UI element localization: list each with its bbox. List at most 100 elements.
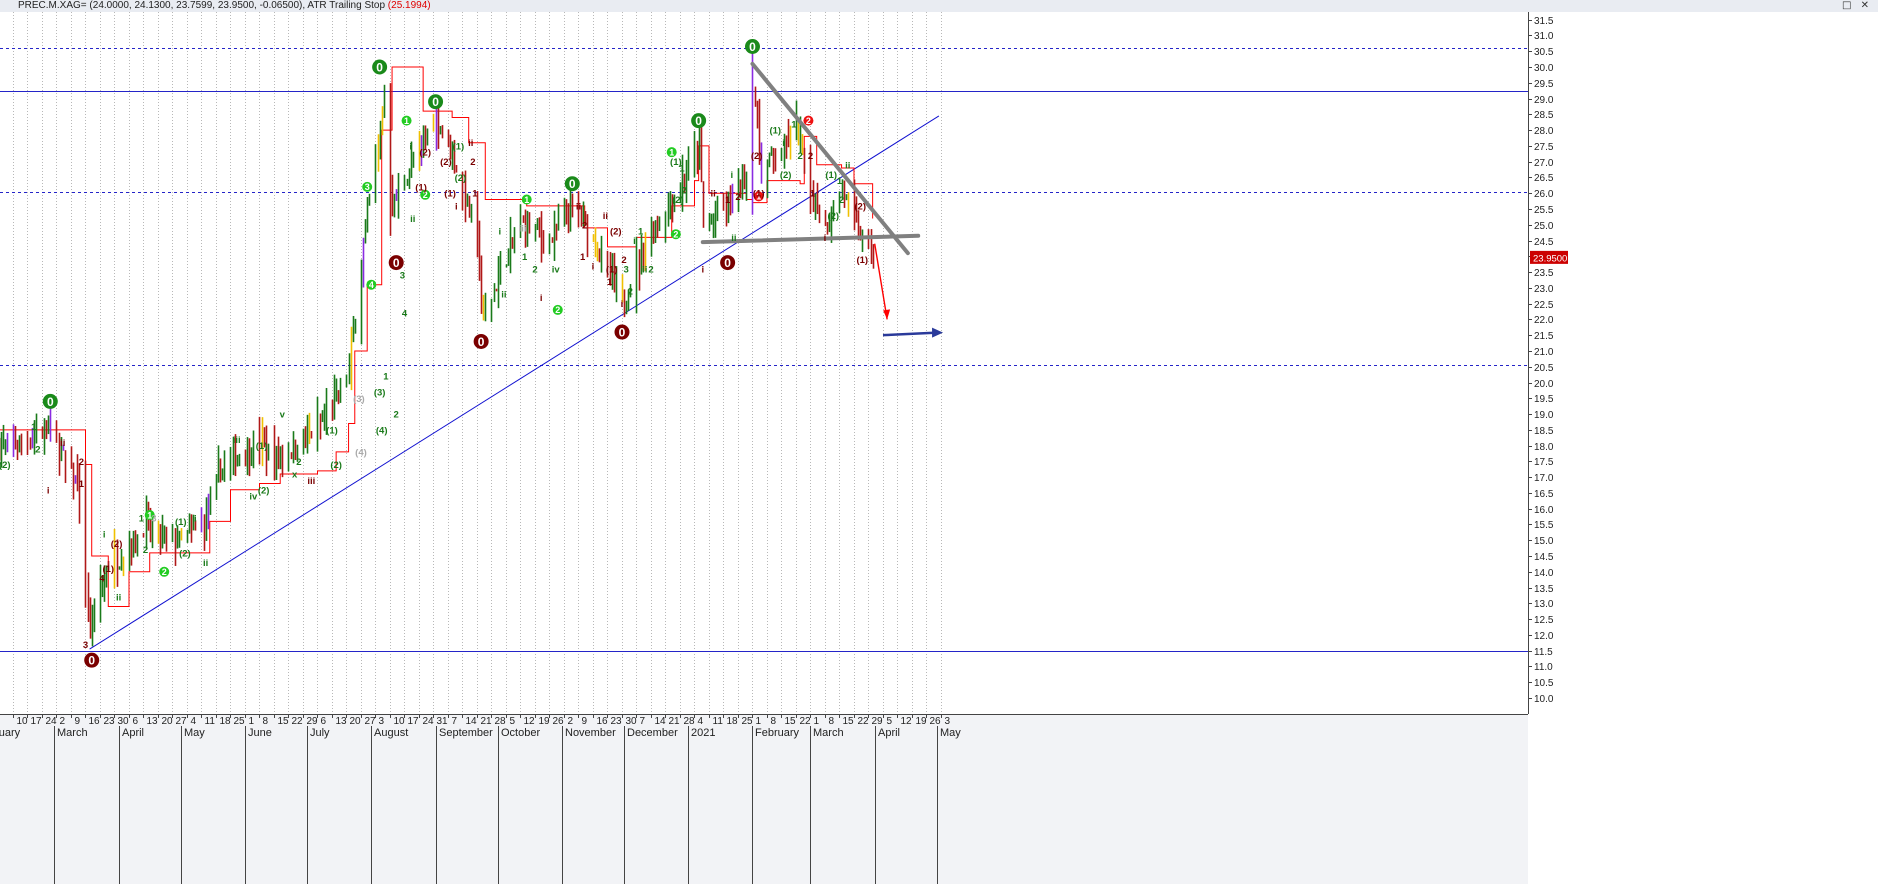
- projection-arrowhead-down: [883, 309, 891, 320]
- x-tick-label: 9: [582, 716, 588, 727]
- wave-label: ii: [468, 138, 473, 149]
- wave-label: i: [47, 485, 50, 496]
- indicator-value: (25.1994): [387, 0, 431, 11]
- x-tick-label: 26: [930, 716, 942, 727]
- current-price-box: [1530, 250, 1568, 264]
- price-chart[interactable]: 10 17 24 2 9 16 23 30 6 13 20 27 4 11 18 25 1 8 15 22 29 6 13 2…: [0, 12, 1878, 884]
- wave-label: (4): [376, 425, 388, 436]
- month-label: March: [57, 727, 88, 739]
- window-buttons[interactable]: □ ✕: [1841, 0, 1872, 11]
- wave-label: (2): [672, 195, 684, 206]
- x-tick-label: 17: [31, 716, 43, 727]
- wave-label: ii: [60, 438, 65, 449]
- y-tick-label: 20.5: [1534, 363, 1554, 374]
- y-tick-label: 19.0: [1534, 410, 1554, 421]
- month-label: December: [627, 727, 678, 739]
- wave-label: 0: [393, 256, 400, 270]
- wave-label: 0: [432, 95, 439, 109]
- x-tick-label: 15: [785, 716, 797, 727]
- wave-label: (2): [455, 173, 467, 184]
- x-tick-label: 25: [742, 716, 754, 727]
- x-tick-label: 6: [133, 716, 139, 727]
- x-tick-label: 20: [350, 716, 362, 727]
- x-tick-label: 7: [640, 716, 646, 727]
- wave-label: (1): [856, 255, 868, 266]
- wave-label: 3: [623, 264, 628, 275]
- x-tick-label: 22: [292, 716, 304, 727]
- x-tick-label: 7: [452, 716, 458, 727]
- y-tick-label: 13.0: [1534, 599, 1554, 610]
- y-tick-label: 15.5: [1534, 520, 1554, 531]
- x-tick-label: 16: [597, 716, 609, 727]
- wave-label: (1): [102, 564, 114, 575]
- x-tick-label: 25: [234, 716, 246, 727]
- x-tick-label: 12: [901, 716, 913, 727]
- wave-label: 1: [383, 372, 389, 383]
- y-tick-label: 28.5: [1534, 110, 1554, 121]
- x-tick-label: 22: [858, 716, 870, 727]
- wave-dot-marker: [521, 194, 532, 205]
- y-tick-label: 10.0: [1534, 694, 1554, 705]
- wave-dot-marker: [670, 229, 681, 240]
- wave-label: 4: [402, 309, 408, 320]
- target-arrowhead: [932, 327, 944, 338]
- y-tick-label: 20.0: [1534, 379, 1554, 390]
- x-tick-label: 20: [162, 716, 174, 727]
- wave-label: 2: [532, 264, 537, 275]
- wave-label: (2): [610, 227, 622, 238]
- month-label: 2021: [691, 727, 715, 739]
- wave-label: 1: [791, 119, 797, 130]
- wave-label: i: [782, 138, 785, 149]
- x-tick-label: 21: [669, 716, 681, 727]
- wave-label: 2: [470, 157, 475, 168]
- wave-dot-marker: [366, 279, 377, 290]
- wave-label: ii: [576, 201, 581, 212]
- wave-label: i: [621, 299, 624, 310]
- wave-circle-marker: [388, 255, 404, 271]
- wave-label: (1): [769, 126, 781, 137]
- wave-label: 2: [806, 116, 811, 126]
- y-tick-label: 18.0: [1534, 442, 1554, 453]
- current-price-label: 23.9500: [1533, 253, 1567, 264]
- wave-label: (3): [353, 394, 365, 405]
- y-tick-label: 19.5: [1534, 394, 1554, 405]
- y-tick-label: 30.0: [1534, 63, 1554, 74]
- x-tick-label: 19: [539, 716, 551, 727]
- wave-label: 1: [31, 422, 37, 433]
- y-tick-label: 12.5: [1534, 615, 1554, 626]
- x-tick-label: 27: [365, 716, 377, 727]
- projection-arrow-down: [874, 243, 888, 320]
- wave-label: ii: [603, 211, 608, 222]
- wave-label: 0: [376, 61, 383, 75]
- wave-label: 0: [47, 395, 54, 409]
- atr-trailing-stop-line: [0, 66, 874, 608]
- wave-label: 2: [628, 287, 633, 298]
- wave-label: 4: [99, 574, 105, 585]
- support-trend-line: [89, 115, 940, 650]
- wave-label: (2): [179, 548, 191, 559]
- x-tick-label: 26: [553, 716, 565, 727]
- wave-label: v: [280, 410, 286, 421]
- x-tick-label: 29: [307, 716, 319, 727]
- x-tick-label: 10: [394, 716, 406, 727]
- x-tick-label: 24: [46, 716, 58, 727]
- wave-label: (2): [854, 201, 866, 212]
- wave-label: 3: [151, 514, 156, 525]
- wave-label: 0: [478, 335, 485, 349]
- wave-dot-marker: [666, 147, 677, 158]
- wedge-top-line: [750, 61, 910, 256]
- wave-label: (2): [440, 157, 452, 168]
- wave-label: (2): [751, 151, 763, 162]
- x-tick-label: 23: [104, 716, 116, 727]
- y-tick-label: 28.0: [1534, 126, 1554, 137]
- wave-label: (2): [780, 170, 792, 181]
- wave-label: (1): [453, 141, 465, 152]
- x-tick-label: 18: [727, 716, 739, 727]
- wave-label: ii: [845, 160, 850, 171]
- wave-label: (2): [111, 539, 123, 550]
- x-tick-label: 22: [800, 716, 812, 727]
- x-tick-label: 28: [684, 716, 696, 727]
- wave-dot-marker: [362, 181, 373, 192]
- wave-label: 0: [569, 177, 576, 191]
- y-tick-label: 10.5: [1534, 678, 1554, 689]
